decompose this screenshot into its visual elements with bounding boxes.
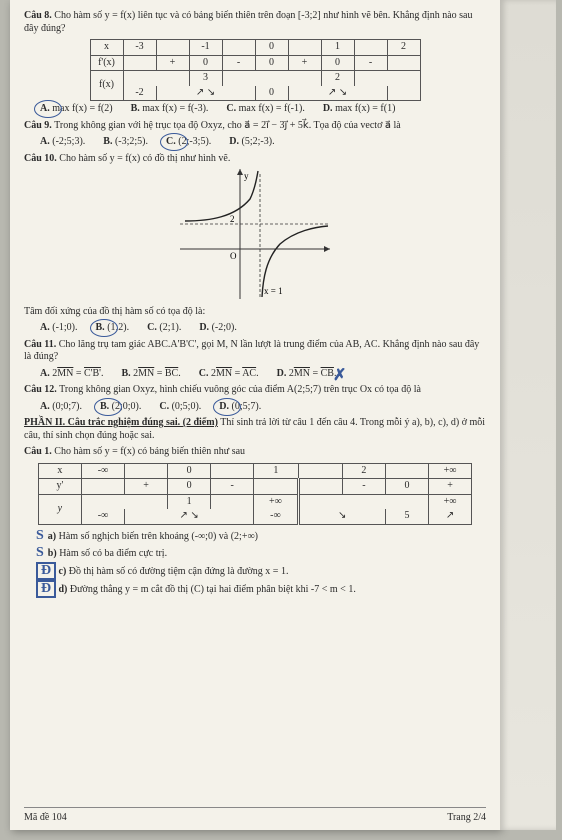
svg-text:2: 2 xyxy=(230,214,235,224)
q12-opt-d: D. (0;5;7). xyxy=(219,401,261,414)
svg-text:O: O xyxy=(230,251,237,261)
p2q1-item-a: Sa) Hàm số nghịch biến trên khoảng (-∞;0… xyxy=(36,527,486,545)
section-2-header: PHẦN II. Câu trắc nghiệm đúng sai. (2 đi… xyxy=(24,417,486,442)
q11-opt-d: D. 2MN = CB. xyxy=(277,368,337,381)
svg-text:y: y xyxy=(244,171,249,181)
p2q1-text: Cho hàm số y = f(x) có bảng biến thiên n… xyxy=(54,446,245,457)
q12-opt-a: A. (0;0;7). xyxy=(40,401,82,414)
q9-text: Trong không gian với hệ trục tọa độ Oxyz… xyxy=(54,120,401,131)
q12-opt-b: B. (2;0;0). xyxy=(100,401,141,414)
q8-opt-b: B. max f(x) = f(-3). xyxy=(131,103,209,116)
question-12: Câu 12. Trong không gian Oxyz, hình chiế… xyxy=(24,384,486,397)
q12-options: A. (0;0;7). B. (2;0;0). C. (0;5;0). D. (… xyxy=(40,401,486,414)
footer-page: Trang 2/4 xyxy=(447,812,486,825)
p2-question-1: Câu 1. Cho hàm số y = f(x) có bảng biến … xyxy=(24,446,486,459)
q11-opt-a: A. 2MN = C'B'. xyxy=(40,368,103,381)
q10-subtext: Tâm đối xứng của đồ thị hàm số có tọa độ… xyxy=(24,306,486,319)
q10-text: Cho hàm số y = f(x) có đồ thị như hình v… xyxy=(59,153,230,164)
q10-graph: y O x = 1 2 xyxy=(24,169,486,304)
q10-options: A. (-1;0). B. (1;2). C. (2;1). D. (-2;0)… xyxy=(40,322,486,335)
question-11: Câu 11. Cho lăng trụ tam giác ABC.A'B'C'… xyxy=(24,339,486,364)
page-footer: Mã đề 104 Trang 2/4 xyxy=(24,807,486,825)
q8-variation-table: x -3 -1 0 1 2 f'(x) + 0- 0+ 0- f(x) 3 2 … xyxy=(90,39,421,101)
q12-title: Câu 12. xyxy=(24,384,57,395)
q10-title: Câu 10. xyxy=(24,153,57,164)
q10-opt-a: A. (-1;0). xyxy=(40,322,78,335)
q11-opt-c: C. 2MN = AC. xyxy=(199,368,259,381)
q9-opt-a: A. (-2;5;3). xyxy=(40,136,85,149)
exam-page: Câu 8. Cho hàm số y = f(x) liên tục và c… xyxy=(10,0,500,830)
svg-text:x = 1: x = 1 xyxy=(264,286,283,296)
q10-opt-d: D. (-2;0). xyxy=(199,322,237,335)
q11-text: Cho lăng trụ tam giác ABC.A'B'C', gọi M,… xyxy=(24,339,479,363)
phan2-title: PHẦN II. Câu trắc nghiệm đúng sai. (2 đi… xyxy=(24,417,218,428)
q9-opt-d: D. (5;2;-3). xyxy=(229,136,274,149)
p2q1-variation-table: x -∞ 0 1 2 +∞ y' + 0- -0 + y 1 +∞ +∞ -∞ … xyxy=(38,463,472,525)
q8-title: Câu 8. xyxy=(24,10,52,21)
q9-options: A. (-2;5;3). B. (-3;2;5). C. (2;-3;5). D… xyxy=(40,136,486,149)
q12-opt-c: C. (0;5;0). xyxy=(159,401,201,414)
q9-opt-b: B. (-3;2;5). xyxy=(103,136,148,149)
q8-opt-d: D. max f(x) = f(1) xyxy=(323,103,396,116)
question-9: Câu 9. Trong không gian với hệ trục tọa … xyxy=(24,120,486,133)
q8-text: Cho hàm số y = f(x) liên tục và có bảng … xyxy=(24,10,472,34)
q9-opt-c: C. (2;-3;5). xyxy=(166,136,211,149)
q8-options: A. max f(x) = f(2) B. max f(x) = f(-3). … xyxy=(40,103,486,116)
p2q1-item-d: Đ d) Đường thẳng y = m cắt đồ thị (C) tạ… xyxy=(36,580,486,598)
q10-opt-b: B. (1;2). xyxy=(96,322,130,335)
question-8: Câu 8. Cho hàm số y = f(x) liên tục và c… xyxy=(24,10,486,35)
footer-code: Mã đề 104 xyxy=(24,812,67,825)
q8-opt-a: A. max f(x) = f(2) xyxy=(40,103,113,116)
p2q1-title: Câu 1. xyxy=(24,446,52,457)
q11-title: Câu 11. xyxy=(24,339,56,350)
q9-title: Câu 9. xyxy=(24,120,52,131)
p2q1-item-c: Đ c) Đồ thị hàm số có đường tiệm cận đứn… xyxy=(36,562,486,580)
question-10: Câu 10. Cho hàm số y = f(x) có đồ thị nh… xyxy=(24,153,486,166)
q12-text: Trong không gian Oxyz, hình chiếu vuông … xyxy=(59,384,421,395)
q11-options: A. 2MN = C'B'. B. 2MN = BC. C. 2MN = AC.… xyxy=(40,368,486,381)
p2q1-item-b: Sb) Hàm số có ba điểm cực trị. xyxy=(36,544,486,562)
q8-opt-c: C. max f(x) = f(-1). xyxy=(226,103,304,116)
q11-opt-b: B. 2MN = BC. xyxy=(121,368,180,381)
q10-opt-c: C. (2;1). xyxy=(147,322,181,335)
